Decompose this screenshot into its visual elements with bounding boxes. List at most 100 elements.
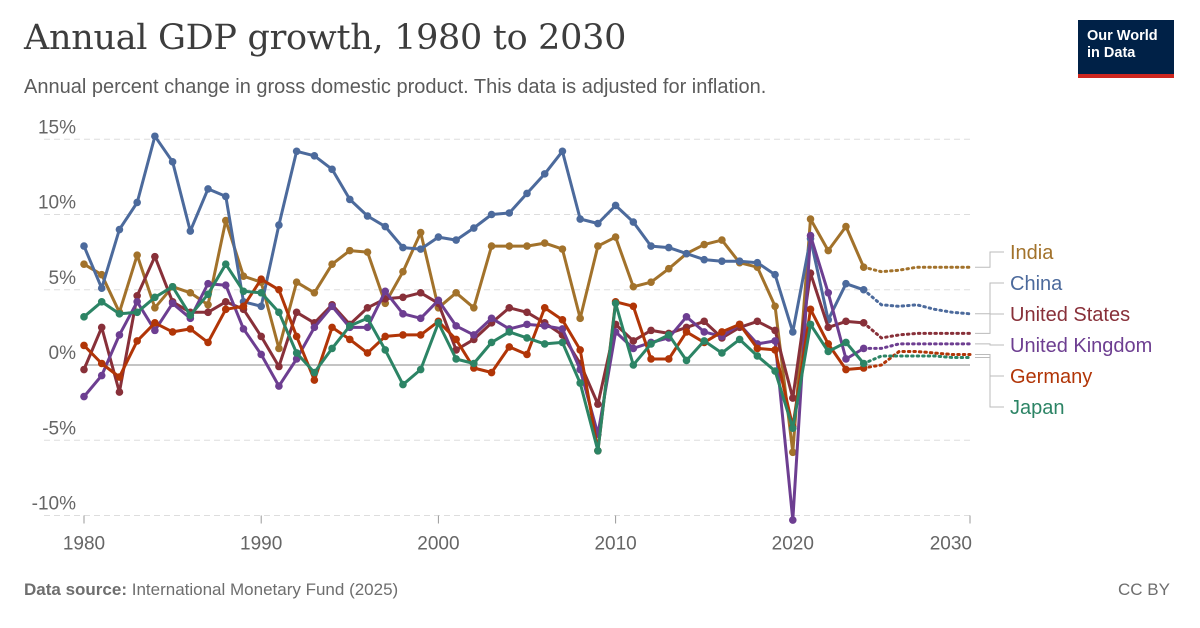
data-point xyxy=(97,371,106,380)
data-point xyxy=(115,225,124,234)
data-point xyxy=(204,308,212,317)
legend-label[interactable]: United States xyxy=(1010,304,1130,326)
data-source-label: Data source: xyxy=(24,580,127,599)
data-point xyxy=(682,356,691,365)
data-point xyxy=(221,305,230,314)
data-point xyxy=(399,331,407,339)
data-source-text[interactable]: International Monetary Fund (2025) xyxy=(131,580,399,599)
data-point xyxy=(753,258,762,267)
data-point xyxy=(239,272,248,281)
legend-label[interactable]: China xyxy=(1010,273,1063,295)
legend-label[interactable]: Japan xyxy=(1010,397,1065,419)
data-point xyxy=(487,314,496,323)
data-point xyxy=(558,338,567,347)
data-point xyxy=(576,314,584,323)
data-point xyxy=(824,340,833,348)
data-point xyxy=(540,322,549,330)
data-point xyxy=(629,218,638,226)
legend[interactable]: India China United States United Kingdom Ger… xyxy=(975,242,1152,419)
data-point xyxy=(221,281,230,290)
data-point xyxy=(399,267,407,276)
legend-label[interactable]: Germany xyxy=(1010,366,1092,388)
series-forecast-line xyxy=(862,265,972,274)
data-point xyxy=(434,319,443,327)
data-point xyxy=(151,132,159,141)
data-point xyxy=(328,302,336,311)
data-point xyxy=(221,216,230,225)
series-forecast-line xyxy=(862,342,972,350)
data-point xyxy=(629,361,638,369)
data-point xyxy=(133,297,141,306)
data-point xyxy=(789,394,797,402)
data-point xyxy=(735,320,744,329)
data-point xyxy=(310,152,319,160)
data-point xyxy=(292,332,301,341)
data-point xyxy=(576,215,584,223)
legend-connector xyxy=(975,343,1004,346)
data-point xyxy=(647,340,655,348)
data-point xyxy=(97,284,106,293)
data-point xyxy=(80,392,88,401)
series-united-states xyxy=(80,252,972,408)
data-point xyxy=(789,516,797,524)
data-point xyxy=(97,297,106,306)
data-point xyxy=(221,297,230,306)
data-point xyxy=(594,400,602,408)
data-point xyxy=(647,326,655,335)
data-point xyxy=(381,346,390,354)
data-point xyxy=(80,341,88,350)
data-point xyxy=(842,365,850,374)
data-point xyxy=(239,302,248,311)
data-point xyxy=(346,246,354,255)
data-point xyxy=(416,245,425,253)
legend-connector xyxy=(975,282,1004,315)
data-point xyxy=(133,251,141,259)
license-label[interactable]: CC BY xyxy=(1118,580,1170,599)
data-point xyxy=(789,328,797,336)
data-point xyxy=(505,304,514,312)
legend-label[interactable]: India xyxy=(1010,242,1054,264)
data-point xyxy=(629,337,638,345)
legend-label[interactable]: United Kingdom xyxy=(1010,335,1152,357)
data-point xyxy=(859,344,868,353)
data-point xyxy=(381,222,390,231)
data-point xyxy=(594,446,602,455)
data-point xyxy=(806,215,815,223)
data-point xyxy=(824,347,833,356)
data-point xyxy=(700,317,708,326)
data-point xyxy=(558,147,567,156)
data-point xyxy=(381,332,390,341)
data-point xyxy=(735,257,744,265)
data-point xyxy=(682,328,691,336)
data-point xyxy=(346,322,354,330)
data-point xyxy=(718,257,726,265)
series-forecast-line xyxy=(862,321,972,340)
data-point xyxy=(806,320,815,329)
data-point xyxy=(399,243,407,252)
data-point xyxy=(487,368,496,377)
data-point xyxy=(151,293,159,302)
data-point xyxy=(186,311,195,320)
data-point xyxy=(151,326,159,335)
data-point xyxy=(842,317,850,326)
data-point xyxy=(771,367,779,375)
data-point xyxy=(682,249,691,258)
data-point xyxy=(399,310,407,318)
series-lines xyxy=(80,132,972,524)
our-world-in-data-logo[interactable]: Our World in Data xyxy=(1078,20,1174,78)
data-point xyxy=(523,189,531,198)
series-forecast-line xyxy=(862,350,972,370)
data-point xyxy=(771,302,779,311)
data-point xyxy=(470,359,478,368)
data-point xyxy=(328,260,336,268)
y-tick-label: -5% xyxy=(42,418,76,439)
x-tick-label: 1990 xyxy=(240,534,282,555)
data-point xyxy=(204,279,212,288)
data-point xyxy=(806,305,815,314)
data-point xyxy=(275,285,283,294)
data-point xyxy=(346,195,354,204)
data-point xyxy=(859,359,868,368)
data-point xyxy=(186,227,195,235)
x-tick-label: 2000 xyxy=(417,534,459,555)
data-point xyxy=(363,304,372,312)
